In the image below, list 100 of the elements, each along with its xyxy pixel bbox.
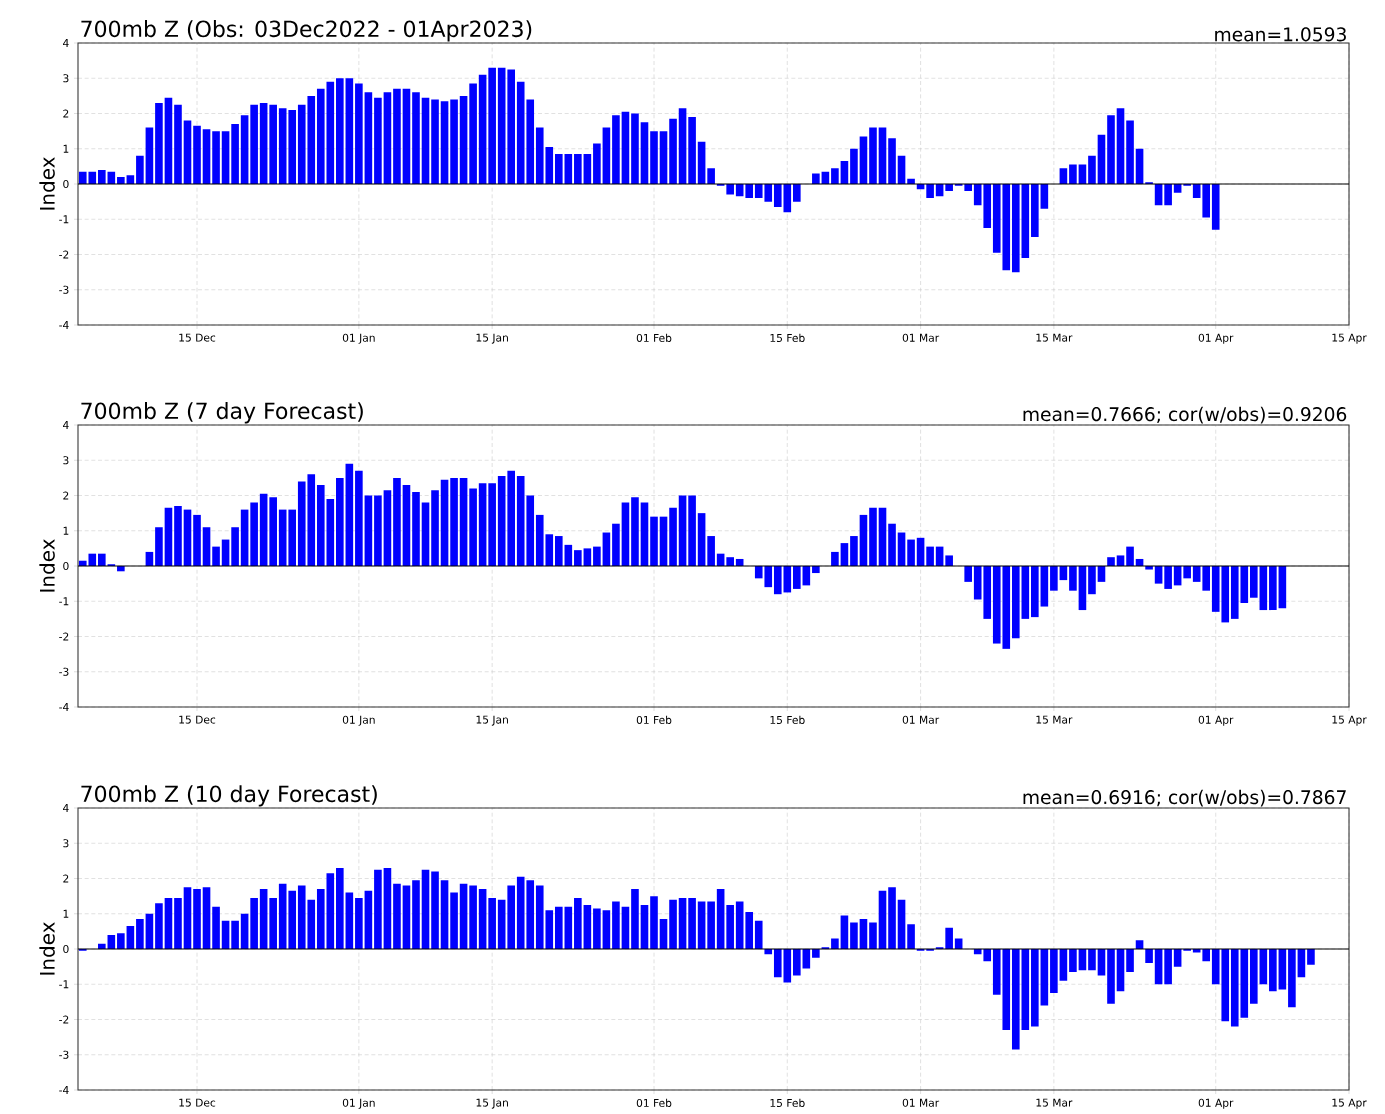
bar — [155, 102, 163, 184]
bar — [117, 933, 125, 950]
bar — [259, 102, 268, 184]
bar — [488, 67, 496, 184]
bar — [402, 484, 411, 567]
x-tick-label: 01 Apr — [1198, 1098, 1234, 1109]
bar — [793, 949, 801, 976]
bar — [345, 892, 354, 950]
bar — [421, 869, 430, 950]
bar — [593, 546, 601, 567]
bar — [878, 507, 887, 567]
bar — [707, 901, 715, 950]
bar — [269, 897, 277, 950]
bar — [421, 502, 430, 567]
text: mean=0.7666; cor(w/obs)=0.9206 — [1023, 406, 1347, 424]
bar — [850, 922, 858, 950]
bar — [240, 509, 249, 567]
y-tick-label: -4 — [59, 321, 69, 329]
bar — [878, 127, 887, 184]
bar — [1250, 949, 1258, 1004]
bar — [888, 523, 896, 567]
bar — [1031, 184, 1039, 237]
bar — [402, 88, 411, 184]
bar — [1307, 949, 1315, 965]
bar — [612, 523, 620, 567]
bar — [440, 101, 449, 184]
bar — [355, 470, 363, 567]
bar — [726, 904, 734, 950]
bar — [726, 184, 734, 195]
bar — [345, 78, 354, 184]
bar — [593, 908, 601, 950]
bar — [383, 92, 392, 184]
bar — [640, 502, 649, 567]
bar — [364, 92, 373, 184]
bar — [202, 527, 211, 567]
bar — [259, 889, 268, 950]
x-tick-label: 15 Feb — [770, 333, 805, 342]
bar — [612, 901, 620, 950]
bar — [621, 502, 630, 567]
bar — [869, 507, 877, 567]
bar — [1088, 566, 1096, 595]
bar — [1069, 949, 1077, 972]
bar — [793, 566, 801, 589]
bar — [602, 910, 611, 950]
bar — [440, 880, 449, 950]
bar — [1269, 949, 1277, 992]
y-tick-label: -2 — [59, 1015, 69, 1024]
bar — [336, 477, 344, 567]
x-tick-label: 01 Jan — [342, 333, 375, 344]
bar — [374, 869, 382, 950]
bar — [507, 885, 515, 950]
x-tick-label: 01 Feb — [636, 1098, 672, 1107]
bar — [402, 885, 411, 950]
bar — [688, 897, 696, 950]
bar — [574, 897, 582, 950]
bar — [1069, 164, 1077, 184]
bar — [1107, 115, 1115, 184]
bar — [669, 118, 677, 184]
chart-title: 700mb Z (Obs: 03Dec2022 - 01Apr2023) — [81, 20, 532, 42]
bar — [878, 890, 887, 950]
y-tick-label: 2 — [63, 491, 69, 500]
bar — [393, 477, 401, 567]
bar — [98, 169, 106, 184]
bar — [926, 184, 934, 199]
bar — [631, 497, 639, 567]
bar — [174, 897, 182, 950]
bar — [1021, 566, 1030, 619]
bar — [602, 127, 611, 184]
x-tick-label: 01 Feb — [636, 333, 672, 342]
bar — [554, 906, 563, 950]
bar — [945, 927, 953, 950]
bar — [459, 477, 468, 567]
bar — [164, 507, 173, 567]
x-tick-label: 01 Apr — [1198, 715, 1234, 726]
y-tick-label: -4 — [59, 703, 69, 711]
y-tick-label: -4 — [59, 1086, 69, 1094]
bar — [231, 920, 239, 950]
bar — [1031, 566, 1039, 618]
bar — [1059, 949, 1068, 981]
bar — [164, 97, 173, 184]
bar — [364, 890, 373, 950]
bar — [621, 111, 630, 184]
bar — [1202, 566, 1211, 591]
text: mean=0.6916; cor(w/obs)=0.7867 — [1023, 789, 1346, 807]
y-tick-label: 1 — [63, 526, 69, 535]
bar — [678, 897, 687, 950]
bar — [574, 550, 582, 567]
y-tick-label: -2 — [59, 632, 69, 641]
bar — [1145, 949, 1153, 964]
y-tick-label: 4 — [63, 421, 69, 429]
bar — [336, 867, 344, 950]
bar — [554, 154, 563, 184]
bar — [1011, 184, 1020, 273]
bar — [164, 897, 173, 950]
y-tick-label: 3 — [63, 456, 69, 465]
bar — [431, 490, 439, 567]
y-tick-label: 2 — [63, 874, 69, 883]
bar — [888, 887, 896, 950]
bar — [1202, 184, 1211, 218]
bar — [1250, 566, 1258, 598]
